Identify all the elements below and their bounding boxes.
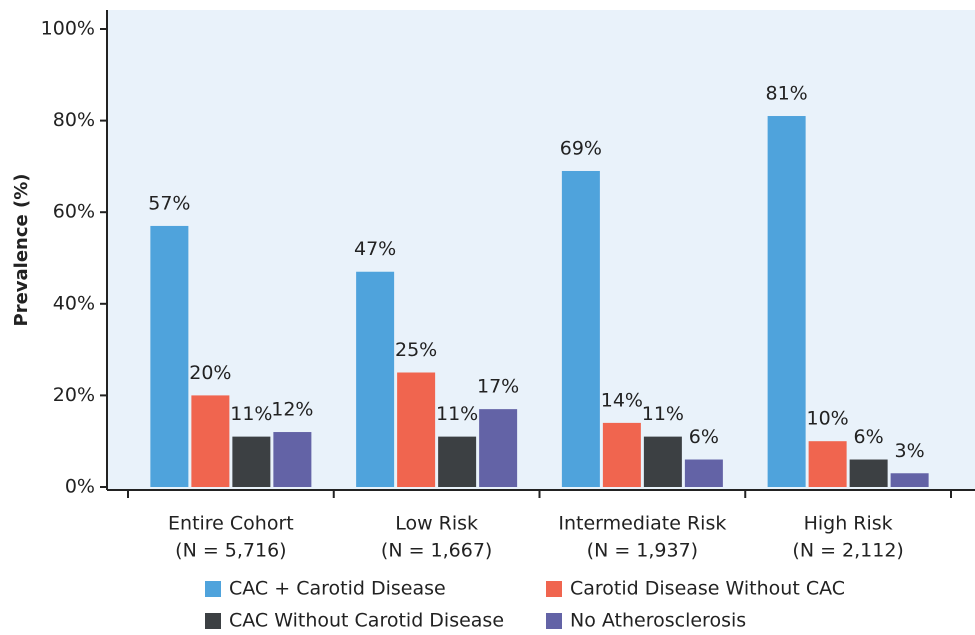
x-tick-label: High Risk [804, 513, 893, 535]
bar [191, 395, 230, 487]
legend-swatch [546, 613, 562, 629]
data-label: 47% [354, 238, 396, 260]
legend-label: CAC + Carotid Disease [229, 578, 446, 600]
x-tick-note: (N = 5,716) [175, 540, 286, 562]
x-tick-label: Intermediate Risk [558, 513, 726, 535]
data-label: 11% [230, 403, 272, 425]
data-label: 25% [395, 339, 437, 361]
plot-background [107, 10, 975, 490]
y-tick-label: 20% [53, 384, 95, 406]
data-label: 17% [477, 376, 519, 398]
x-tick-label: Entire Cohort [168, 513, 294, 535]
bar [890, 473, 929, 487]
y-axis-label: Prevalence (%) [11, 174, 32, 327]
x-tick-label: Low Risk [395, 513, 478, 535]
y-tick-label: 100% [41, 18, 95, 40]
bar [150, 225, 189, 487]
bar [684, 459, 723, 487]
y-tick-label: 0% [65, 476, 95, 498]
bar [849, 459, 888, 487]
legend-swatch [205, 613, 221, 629]
bar [808, 441, 847, 487]
bar [479, 409, 518, 487]
bar [643, 436, 682, 487]
data-label: 14% [601, 389, 643, 411]
data-label: 3% [895, 440, 925, 462]
data-label: 81% [766, 83, 808, 105]
data-label: 6% [854, 426, 884, 448]
x-tick-note: (N = 1,667) [381, 540, 492, 562]
data-label: 6% [689, 426, 719, 448]
bar [602, 422, 641, 487]
legend-label: No Atherosclerosis [570, 610, 746, 632]
bar [397, 372, 436, 487]
y-tick-label: 80% [53, 109, 95, 131]
bar [561, 170, 600, 488]
data-label: 69% [560, 137, 602, 159]
legend-label: CAC Without Carotid Disease [229, 610, 504, 632]
data-label: 11% [436, 403, 478, 425]
y-tick-label: 60% [53, 201, 95, 223]
data-label: 11% [642, 403, 684, 425]
bar [356, 271, 395, 487]
x-tick-note: (N = 2,112) [792, 540, 903, 562]
data-label: 12% [271, 399, 313, 421]
legend-label: Carotid Disease Without CAC [570, 578, 845, 600]
bar [232, 436, 271, 487]
data-label: 20% [189, 362, 231, 384]
bar [273, 432, 312, 487]
y-tick-label: 40% [53, 292, 95, 314]
legend-swatch [205, 581, 221, 597]
data-label: 57% [148, 192, 190, 214]
data-label: 10% [807, 408, 849, 430]
legend-swatch [546, 581, 562, 597]
x-tick-note: (N = 1,937) [587, 540, 698, 562]
bar [438, 436, 477, 487]
bar [767, 116, 806, 488]
